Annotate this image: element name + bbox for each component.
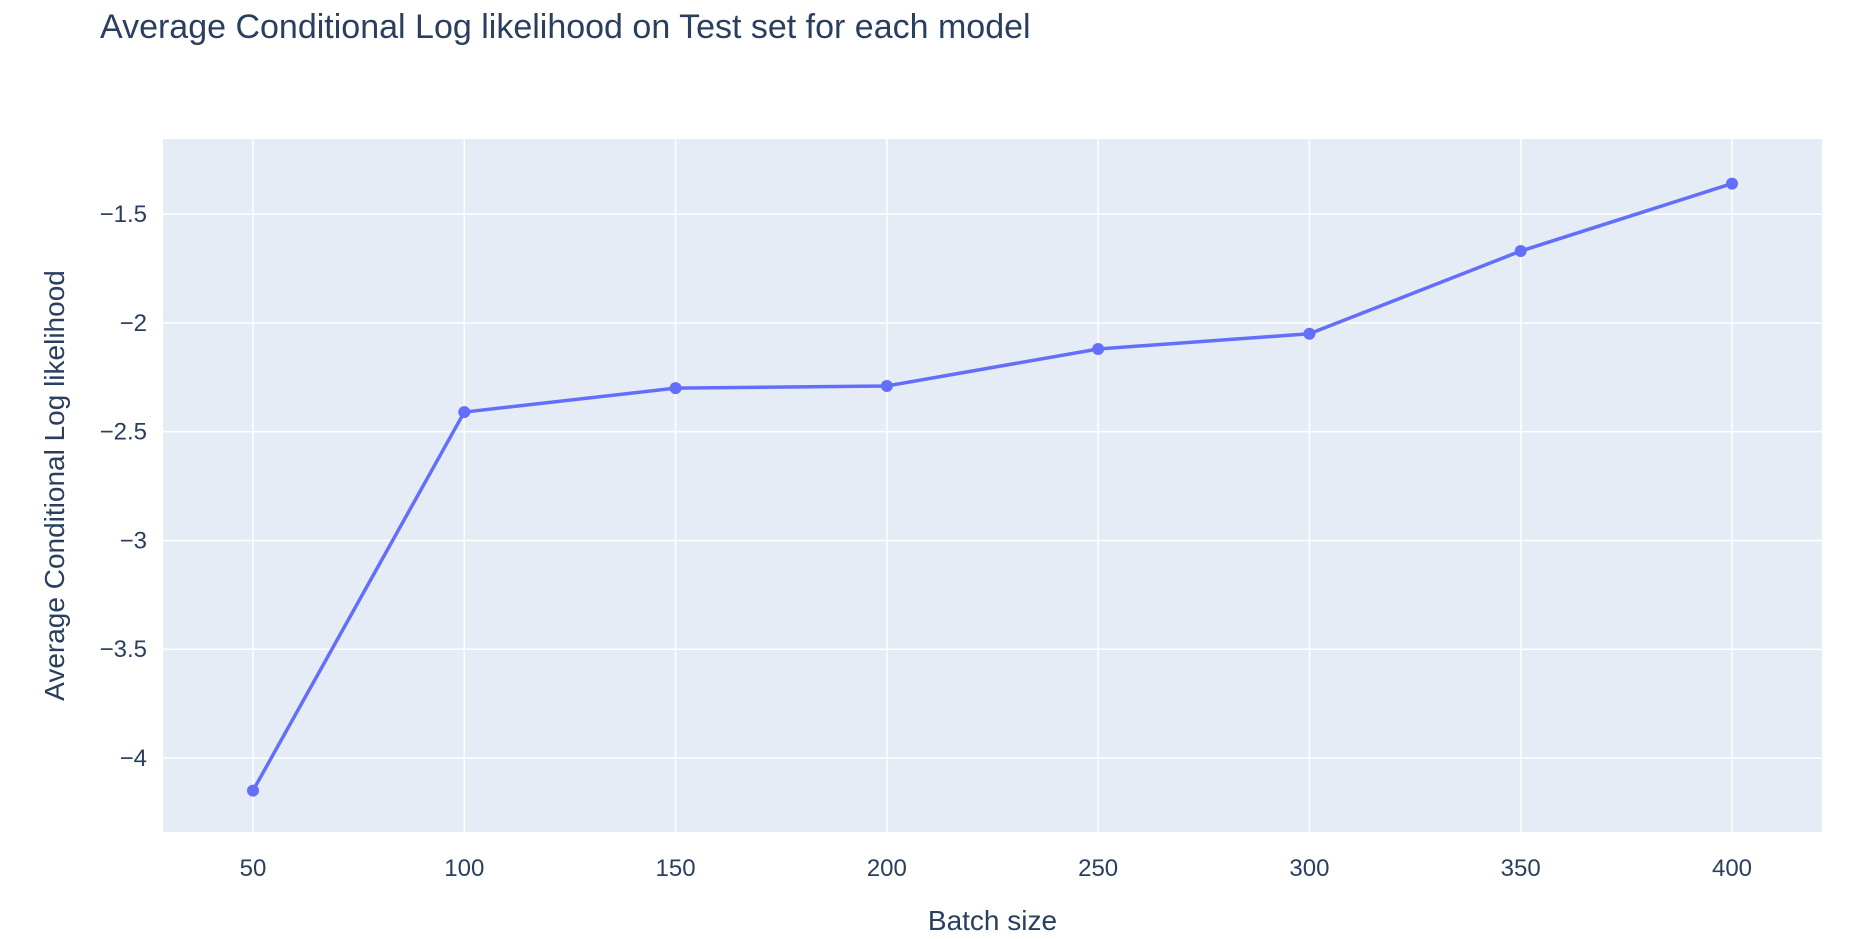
data-point[interactable] <box>247 784 260 797</box>
series-line <box>251 181 1733 792</box>
x-axis-ticks: 50 100 150 200 250 300 350 400 <box>240 855 1752 882</box>
y-axis-label: Average Conditional Log likelihood <box>39 270 70 701</box>
y-tick-label: −2.5 <box>100 419 147 446</box>
x-tick-label: 50 <box>240 855 267 882</box>
y-tick-label: −2 <box>120 310 147 337</box>
x-tick-label: 250 <box>1078 855 1118 882</box>
x-tick-label: 300 <box>1289 855 1329 882</box>
plot-area <box>163 139 1822 832</box>
data-point[interactable] <box>1092 342 1105 355</box>
x-tick-label: 400 <box>1712 855 1752 882</box>
chart-title: Average Conditional Log likelihood on Te… <box>100 8 1031 46</box>
x-tick-label: 150 <box>656 855 696 882</box>
data-point[interactable] <box>1725 177 1738 190</box>
data-point[interactable] <box>458 406 471 419</box>
x-axis-label: Batch size <box>928 905 1057 934</box>
grid-lines <box>163 139 1822 832</box>
x-tick-label: 200 <box>867 855 907 882</box>
x-tick-label: 350 <box>1501 855 1541 882</box>
data-point[interactable] <box>880 379 893 392</box>
data-point[interactable] <box>1303 327 1316 340</box>
series-layer <box>247 177 1738 797</box>
data-point[interactable] <box>669 382 682 395</box>
x-tick-label: 100 <box>444 855 484 882</box>
y-tick-label: −1.5 <box>100 201 147 228</box>
data-point[interactable] <box>1514 245 1527 258</box>
y-tick-label: −3 <box>120 527 147 554</box>
y-axis-ticks: −4 −3.5 −3 −2.5 −2 −1.5 <box>100 201 147 772</box>
y-tick-label: −4 <box>120 745 147 772</box>
y-tick-label: −3.5 <box>100 636 147 663</box>
